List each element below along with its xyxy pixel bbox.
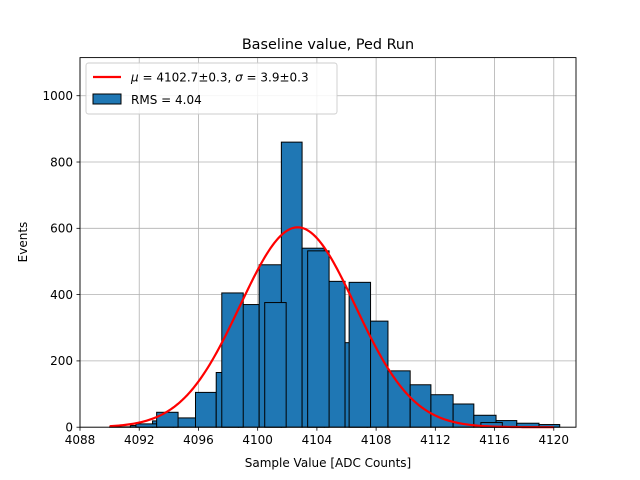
legend-sigma-symbol: σ [235, 71, 243, 85]
histogram-bars [109, 141, 561, 428]
x-tick-label: 4104 [302, 433, 333, 447]
legend-frame [85, 62, 338, 115]
legend-histogram-label: RMS = 4.04 [131, 93, 202, 107]
histogram-bar [307, 250, 330, 428]
x-tick-label: 4096 [183, 433, 214, 447]
y-axis: 0 200 400 600 800 1000 [42, 89, 80, 435]
gaussian-fit-curve [109, 226, 554, 429]
x-tick-label: 4112 [420, 433, 451, 447]
x-tick-label: 4088 [65, 433, 96, 447]
legend-fit-label: μ = 4102.7±0.3, σ = 3.9±0.3 [130, 71, 309, 85]
y-tick-label: 1000 [42, 89, 73, 103]
histogram-bar [387, 370, 411, 428]
legend-mu-symbol: μ [130, 71, 139, 85]
x-axis: 4088 4092 4096 4100 4104 4108 4112 4116 4120 [65, 427, 569, 447]
plot-area [79, 57, 577, 429]
y-tick-label: 400 [50, 288, 73, 302]
plot-frame [79, 57, 577, 428]
y-axis-label: Events [16, 222, 30, 263]
legend: μ = 4102.7±0.3, σ = 3.9±0.3 RMS = 4.04 [85, 62, 338, 115]
x-tick-label: 4120 [539, 433, 570, 447]
y-tick-label: 800 [50, 155, 73, 169]
y-tick-label: 200 [50, 354, 73, 368]
x-tick-label: 4092 [124, 433, 155, 447]
legend-histogram-swatch [92, 93, 122, 105]
chart-title: Baseline value, Ped Run [242, 37, 414, 53]
y-tick-label: 0 [65, 421, 73, 435]
legend-sigma-value: = 3.9±0.3 [243, 71, 309, 85]
histogram-bar [430, 394, 454, 428]
x-tick-label: 4116 [479, 433, 510, 447]
x-tick-label: 4108 [361, 433, 392, 447]
y-tick-label: 600 [50, 222, 73, 236]
x-tick-label: 4100 [242, 433, 273, 447]
histogram-bar [194, 391, 217, 428]
histogram-bar [348, 281, 372, 428]
histogram-bar [264, 302, 287, 428]
histogram-bar [221, 292, 244, 428]
histogram-bar [135, 423, 158, 428]
legend-mu-value: = 4102.7±0.3, [139, 71, 235, 85]
x-axis-label: Sample Value [ADC Counts] [245, 456, 411, 470]
